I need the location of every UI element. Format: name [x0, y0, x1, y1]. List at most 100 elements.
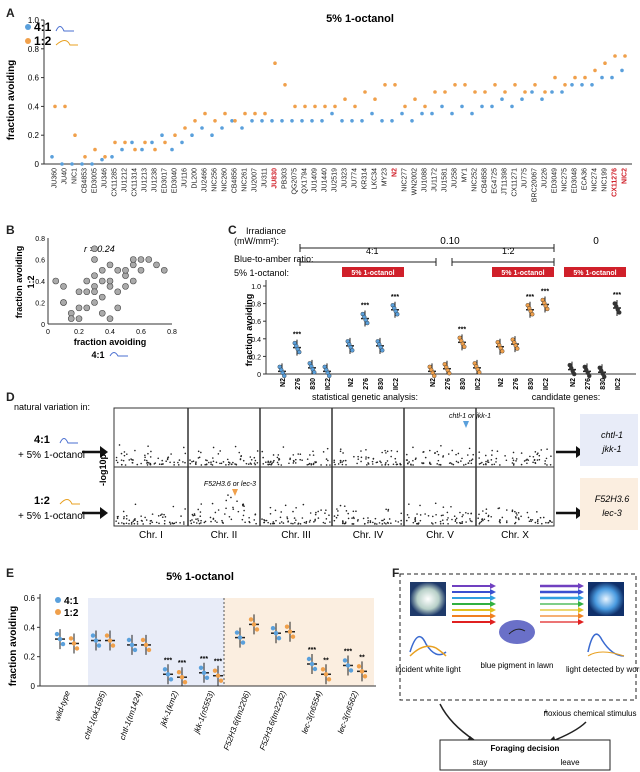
- panel-a-title: 5% 1-octanol: [326, 13, 394, 25]
- d-snp: [235, 463, 238, 466]
- b-point: [83, 277, 91, 285]
- d-snp: [161, 516, 164, 518]
- d-snp: [282, 522, 285, 524]
- d-snp: [417, 523, 419, 525]
- d-snp: [118, 444, 121, 446]
- d-snp: [352, 516, 355, 519]
- a-point: [290, 119, 294, 123]
- d-snp: [193, 521, 195, 523]
- a-strain-label: LKC34: [372, 168, 379, 190]
- d-snp: [431, 515, 434, 518]
- d-header-left: natural variation in:: [14, 402, 90, 412]
- d-snp: [437, 453, 440, 456]
- d-snp: [207, 461, 210, 464]
- d-snp: [279, 516, 282, 519]
- d-header-mid: statistical genetic analysis:: [312, 392, 418, 402]
- d-snp: [384, 449, 386, 452]
- panel-c-points: *** *** *** *** *** *** ***: [277, 288, 622, 379]
- f-arrowhead-out: [578, 589, 584, 595]
- d-snp: [324, 522, 326, 525]
- d-snp: [200, 522, 202, 524]
- d-snp: [540, 449, 543, 451]
- d-snp: [275, 519, 277, 522]
- d-snp: [505, 509, 508, 511]
- b-xtick: 0.4: [105, 329, 115, 336]
- a-point: [463, 83, 467, 87]
- a-point: [393, 83, 397, 87]
- b-xtick: 0.6: [136, 329, 146, 336]
- a-point: [190, 133, 194, 137]
- d-snp: [211, 464, 214, 466]
- d-snp: [261, 518, 263, 520]
- a-point: [560, 90, 564, 94]
- c-ytick-label: 0.6: [251, 319, 261, 326]
- a-strain-label: JT11398: [502, 168, 509, 195]
- a-strain-label: ED3040: [172, 168, 179, 193]
- d-snp: [287, 520, 290, 522]
- d-snp: [200, 451, 202, 454]
- c-strain-label: JU830: [600, 378, 607, 390]
- c-ytick-label: 0.2: [251, 354, 261, 361]
- e-point: [107, 638, 113, 643]
- a-strain-label: CX11314: [132, 168, 139, 197]
- c-strain-label: CX11276: [585, 378, 592, 390]
- d-snp: [529, 455, 531, 458]
- f-incident-text: incident white light: [395, 665, 461, 674]
- d-peak2-label: F52H3.6 or lec-3: [204, 481, 256, 488]
- ratio-41: 4:1: [366, 246, 379, 256]
- d-snp: [270, 463, 272, 466]
- d-snp: [116, 515, 119, 518]
- a-point: [210, 133, 214, 137]
- panel-c-yticks: 0 0.2 0.4 0.6 0.8 1.0: [251, 284, 266, 379]
- d-snp: [493, 463, 496, 466]
- a-point: [523, 90, 527, 94]
- d-snp: [178, 459, 181, 461]
- panel-c-ylabel: fraction avoiding: [244, 294, 254, 367]
- d-snp: [232, 508, 235, 510]
- a-point: [113, 140, 117, 145]
- d-snp: [539, 516, 542, 519]
- d-snp: [341, 461, 343, 463]
- c-point: [297, 349, 302, 355]
- c-point: [530, 312, 535, 317]
- d-snp: [442, 522, 445, 525]
- a-point: [610, 75, 614, 80]
- d-snp: [225, 507, 227, 510]
- legend-41-text: 4:1: [34, 20, 52, 34]
- c-strain-label: NIC2: [325, 378, 332, 390]
- d-snp: [301, 459, 303, 462]
- e-bg-orange: [224, 598, 374, 686]
- a-ytick-label: 0.8: [28, 45, 40, 54]
- d-snp: [470, 462, 473, 465]
- e-strain-label: lec-3(n6562): [336, 689, 360, 735]
- d-snp: [226, 458, 229, 461]
- d-snp: [367, 456, 370, 459]
- d-snp: [406, 459, 409, 461]
- a-point: [450, 111, 454, 116]
- d-snp: [248, 520, 251, 523]
- irradiance-value-2: 0: [593, 236, 599, 247]
- d-snp: [120, 452, 123, 455]
- d-snp: [197, 520, 200, 522]
- d-snp: [339, 448, 342, 450]
- d-snp: [422, 462, 425, 465]
- d-snp: [216, 521, 218, 524]
- ratio-label: Blue-to-amber ratio:: [234, 254, 314, 264]
- d-snp: [270, 460, 272, 463]
- legend-12-spectrum-icon: [55, 40, 78, 46]
- d-snp: [210, 520, 212, 523]
- a-point: [223, 111, 227, 116]
- e-point: [240, 640, 246, 645]
- f-noxious-text: noxious chemical stimulus: [544, 709, 637, 718]
- d-snp: [446, 519, 448, 521]
- d-snp: [424, 513, 426, 515]
- d-snp: [337, 510, 339, 512]
- d-snp: [511, 510, 514, 513]
- d-snp: [546, 448, 548, 450]
- e-point: [251, 622, 257, 627]
- e-point: [212, 668, 218, 673]
- b-point: [153, 261, 160, 269]
- d-snp: [528, 520, 531, 523]
- a-point: [480, 104, 484, 109]
- d-snp: [381, 519, 383, 522]
